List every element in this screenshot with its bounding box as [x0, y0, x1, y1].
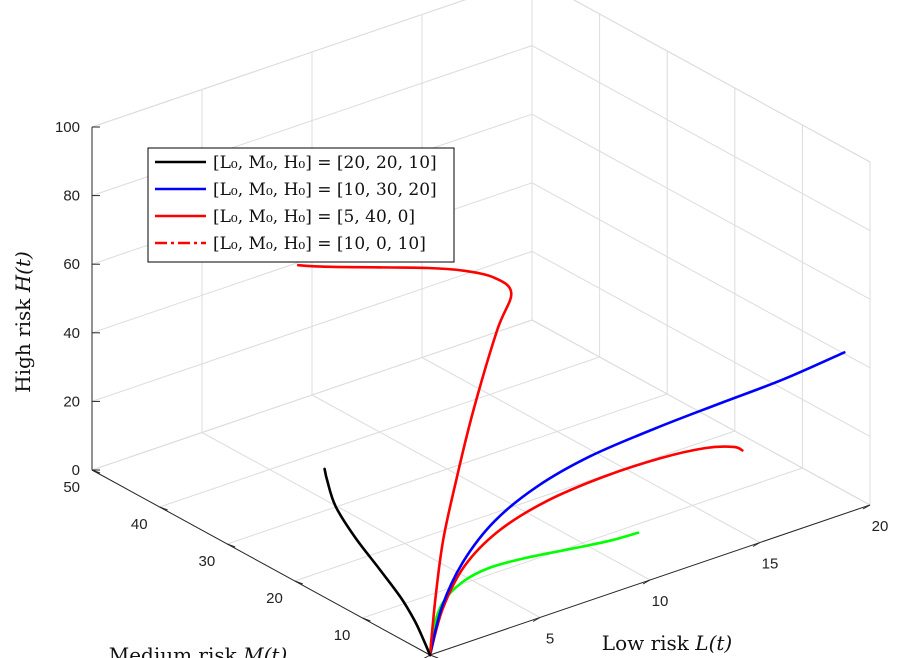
legend-label: [L₀, M₀, H₀] = [10, 30, 20] [213, 180, 437, 200]
grid-line [531, 319, 871, 506]
grid-line [91, 250, 533, 402]
grid-line [159, 356, 600, 508]
data-series [296, 263, 846, 657]
y-tick-label: 20 [266, 590, 283, 607]
x-axis-title: Low risk L(t) [602, 631, 732, 655]
x-tick-mark [862, 504, 871, 510]
grid-line [531, 113, 871, 300]
x-tick-mark [642, 579, 651, 585]
series-line [323, 467, 432, 657]
y-axis-line [91, 469, 431, 656]
legend-box [147, 147, 455, 263]
z-tick-label: 20 [63, 393, 80, 410]
grid-line [91, 319, 533, 471]
z-tick-label: 0 [72, 462, 80, 479]
series-line [428, 351, 846, 657]
y-tick-label: 50 [63, 479, 80, 496]
x-tick-mark [423, 654, 431, 658]
y-tick-label: 30 [199, 553, 216, 570]
grid-line [311, 394, 651, 581]
y-tick-mark [294, 580, 303, 585]
x-tick-mark [752, 542, 761, 547]
legend: [L₀, M₀, H₀] = [20, 20, 10] [L₀, M₀, H₀] … [147, 147, 455, 263]
series-line [428, 445, 744, 657]
x-tick-label: 10 [652, 593, 669, 610]
x-tick-label: 15 [762, 556, 779, 573]
y-tick-mark [227, 543, 236, 548]
z-tick-label: 100 [55, 119, 80, 136]
legend-label: [L₀, M₀, H₀] = [20, 20, 10] [213, 153, 437, 173]
box-edge [572, 0, 871, 163]
z-tick-label: 40 [63, 325, 80, 342]
y-tick-label: 10 [334, 627, 351, 644]
y-tick-label: 40 [131, 516, 148, 533]
z-tick-label: 80 [63, 188, 80, 205]
grid-line [531, 45, 871, 232]
grid-line [421, 357, 761, 543]
y-axis-title: Medium risk M(t) [109, 643, 288, 658]
x-tick-label: 5 [546, 631, 554, 648]
grid-line [531, 250, 871, 437]
grid-line [294, 430, 735, 582]
legend-label: [L₀, M₀, H₀] = [5, 40, 0] [213, 207, 415, 227]
grid-line [531, 182, 871, 369]
series-line [428, 531, 640, 657]
box-edge [91, 0, 467, 128]
z-axis-title: High risk H(t) [11, 251, 35, 393]
y-tick-mark [159, 506, 168, 511]
grid-line [227, 393, 668, 545]
series-line [296, 263, 513, 657]
x-tick-label: 20 [872, 518, 889, 535]
axes [91, 126, 871, 658]
legend-label: [L₀, M₀, H₀] = [10, 0, 10] [213, 234, 426, 254]
y-tick-mark [362, 617, 371, 622]
x-tick-mark [532, 617, 541, 622]
z-tick-label: 60 [63, 256, 80, 273]
tick-labels: 0510152001020304050020406080100 [55, 119, 889, 648]
grid-line [201, 432, 541, 618]
grid-line [362, 467, 803, 619]
